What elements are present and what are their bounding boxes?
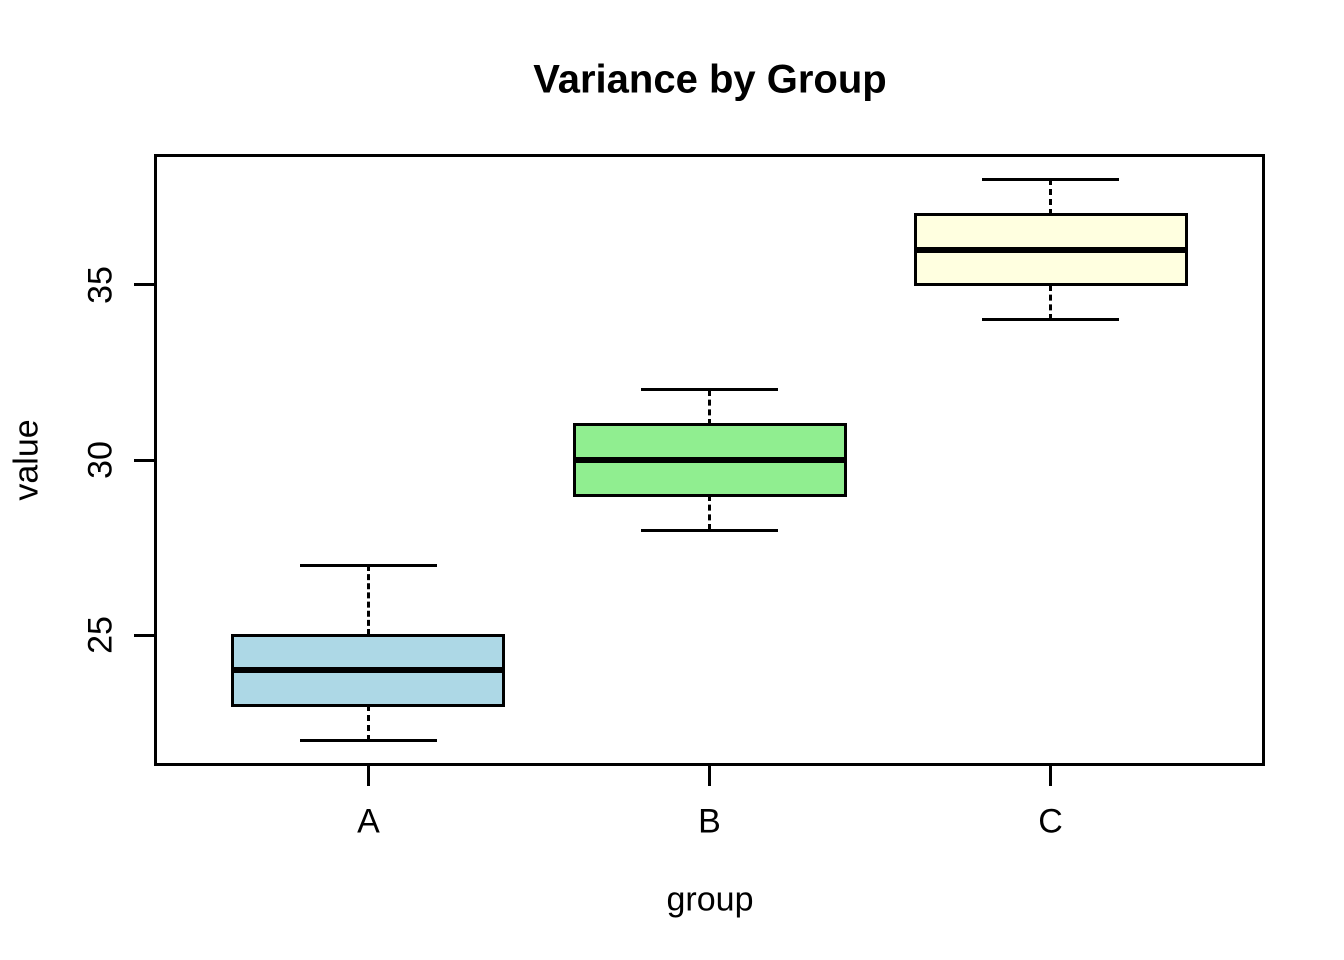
y-axis-tick [134,283,154,287]
x-axis-tick [1049,766,1053,786]
y-tick-label: 25 [81,616,120,655]
y-axis-tick [134,633,154,637]
whisker-lower-B [708,495,711,531]
y-tick-label: 35 [81,265,120,304]
whisker-upper-B [708,389,711,425]
whisker-upper-A [366,565,370,636]
staple-max-B [641,388,778,392]
median-B [572,457,847,463]
median-A [231,667,506,674]
chart-title: Variance by Group [533,57,887,102]
staple-min-C [982,318,1120,322]
whisker-lower-C [1049,284,1053,320]
median-C [913,246,1188,253]
y-tick-label: 30 [81,441,120,479]
x-tick-label: A [357,802,380,841]
y-axis-tick [134,458,154,462]
staple-min-A [299,739,437,743]
staple-min-B [641,528,778,532]
whisker-lower-A [366,705,370,741]
y-axis-label: value [7,419,46,501]
x-axis-label: group [666,880,754,919]
whisker-upper-C [1049,179,1053,215]
x-axis-tick [366,766,370,786]
x-axis-tick [708,766,711,786]
plot-area: 25 30 35 A B C [82,154,1265,841]
x-tick-label: B [698,802,721,841]
x-tick-label: C [1038,802,1063,841]
staple-max-C [982,177,1120,181]
staple-max-A [299,563,437,567]
